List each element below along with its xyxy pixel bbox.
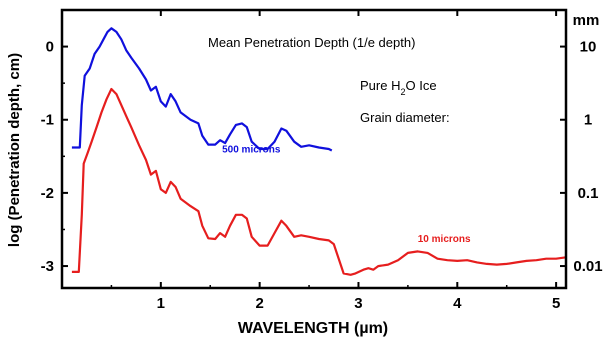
- y-tick-label: 0: [46, 39, 54, 56]
- x-axis-title: WAVELENGTH (µm): [238, 320, 388, 337]
- y-tick-label: -3: [41, 258, 54, 275]
- tick-labels: 1 2 3 4 5 0 -1 -2 -3 10 1 0.1 0.01 500 microns 10 micr…: [41, 39, 603, 312]
- right-tick-label: 0.1: [578, 185, 599, 202]
- x-tick-label: 4: [453, 295, 462, 312]
- right-tick-label: 1: [584, 112, 592, 129]
- series-line: [71, 87, 567, 276]
- x-tick-label: 3: [354, 295, 362, 312]
- series-label: 500 microns: [222, 145, 281, 156]
- right-tick-label: 0.01: [573, 258, 602, 275]
- series-line: [71, 27, 333, 152]
- series-label: 10 microns: [418, 234, 471, 245]
- right-axis-unit: mm: [573, 12, 600, 29]
- chart-title: Mean Penetration Depth (1/e depth): [208, 35, 415, 50]
- grain-label: Grain diameter:: [360, 110, 450, 125]
- x-tick-label: 1: [157, 295, 165, 312]
- y-tick-label: -2: [41, 185, 54, 202]
- series-lines: [71, 27, 567, 276]
- y-axis-title: log (Penetration depth, cm): [6, 53, 23, 247]
- plot-frame: [60, 8, 568, 290]
- right-tick-label: 10: [580, 39, 597, 56]
- y-tick-label: -1: [41, 112, 54, 129]
- x-tick-label: 2: [255, 295, 263, 312]
- x-tick-label: 5: [552, 295, 560, 312]
- material-label: Pure H2O Ice: [360, 78, 437, 97]
- tick-marks: [62, 9, 566, 288]
